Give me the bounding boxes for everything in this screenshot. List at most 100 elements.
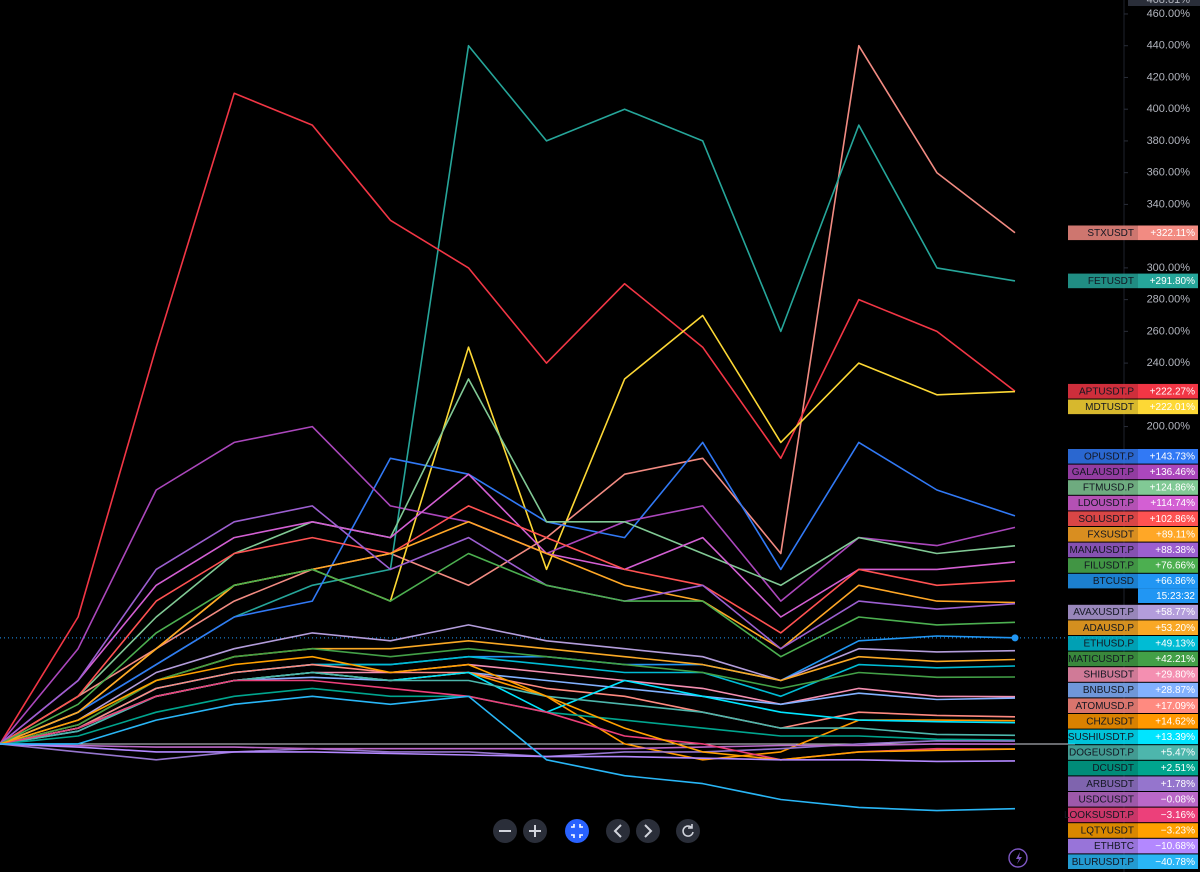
tag-name: ATOMUSD.P [1075, 701, 1134, 712]
tag-value: +5.47% [1161, 748, 1195, 759]
last-point [1011, 634, 1019, 642]
tag-name-bg [1068, 449, 1138, 464]
scroll-right-button[interactable] [636, 819, 660, 843]
tag-name-bg [1068, 558, 1138, 573]
reset-chart-button[interactable] [676, 819, 700, 843]
tag-name: BTCUSD [1093, 576, 1134, 587]
tag-name-bg [1068, 667, 1138, 682]
y-tick-label: 400.00% [1147, 103, 1191, 115]
tag-name-bg [1068, 495, 1138, 511]
y-tick-label: 340.00% [1147, 198, 1191, 210]
tag-name: LDOUSDT.P [1078, 498, 1134, 509]
tag-name: SUSHIUSDT.P [1068, 732, 1134, 743]
y-tick-label: 420.00% [1147, 71, 1191, 83]
tag-name: BNBUSD.P [1083, 685, 1134, 696]
tag-value-bg [1138, 667, 1198, 682]
tag-name-bg [1068, 792, 1138, 807]
tag-name: ETHUSD.P [1083, 638, 1134, 649]
tag-name-bg [1068, 604, 1138, 620]
tag-value-bg [1138, 807, 1198, 823]
tag-name-bg [1068, 854, 1138, 869]
tag-name-bg [1068, 823, 1138, 838]
countdown-bg [1138, 588, 1198, 603]
tag-name: MATICUSDT.P [1068, 654, 1134, 665]
tag-value: +222.01% [1150, 402, 1195, 413]
series-line [0, 743, 1016, 763]
tag-value-bg [1138, 495, 1198, 511]
tag-value-bg [1138, 527, 1198, 542]
zoom-in-button[interactable] [523, 819, 547, 843]
series-line [0, 695, 1016, 812]
reset-scale-button[interactable] [565, 819, 589, 843]
tag-name: AVAXUSDT.P [1073, 607, 1134, 618]
countdown: 15:23:32 [1156, 591, 1195, 602]
tag-value-bg [1138, 383, 1198, 399]
tag-name-bg [1068, 273, 1138, 289]
tag-name: SHIBUSDT [1083, 670, 1134, 681]
tag-name: ARBUSDT [1086, 779, 1134, 790]
tag-value-bg [1138, 776, 1198, 791]
tag-name: FTMUSD.P [1083, 483, 1134, 494]
y-tick-label: 280.00% [1147, 294, 1191, 306]
tag-value: +76.66% [1155, 561, 1195, 572]
tag-value-bg [1138, 542, 1198, 558]
tag-value: +114.74% [1150, 498, 1195, 509]
tag-value: +89.11% [1156, 529, 1195, 540]
y-tick-label: 380.00% [1147, 135, 1191, 147]
tag-name-bg [1068, 464, 1138, 480]
tag-name-bg [1068, 714, 1138, 729]
toolbar [493, 819, 1028, 868]
series-line [0, 92, 1016, 745]
tag-name: LQTYUSDT [1081, 826, 1134, 837]
zoom-out-button[interactable] [493, 819, 517, 843]
tag-value-bg [1138, 760, 1198, 776]
tag-name: DCUSDT [1092, 763, 1134, 774]
tag-value: +49.13% [1155, 638, 1195, 649]
tag-value: +13.39% [1155, 732, 1195, 743]
tag-name: MDTUSDT [1085, 402, 1134, 413]
tag-name-bg [1068, 573, 1138, 589]
tag-value: +124.86% [1150, 483, 1195, 494]
y-tick-label: 300.00% [1147, 262, 1191, 274]
tag-value-bg [1138, 792, 1198, 807]
series-line [0, 624, 1016, 745]
tag-value-bg [1138, 558, 1198, 573]
series-line [0, 378, 1016, 745]
tag-value: +136.46% [1150, 467, 1195, 478]
tag-name: LOOKSUSDT.P [1064, 810, 1134, 821]
scroll-left-button[interactable] [606, 819, 630, 843]
tag-value: +322.11% [1150, 228, 1195, 239]
tag-value: −40.78% [1155, 857, 1195, 868]
tag-name-bg [1068, 542, 1138, 558]
y-tick-label: 200.00% [1147, 420, 1191, 432]
tag-value: +28.87% [1155, 685, 1195, 696]
tag-name: BLURUSDT.P [1072, 857, 1135, 868]
tag-name-bg [1068, 838, 1138, 854]
tag-value-bg [1138, 698, 1198, 713]
tag-value-bg [1138, 854, 1198, 869]
tag-name: FXSUSDT [1087, 529, 1134, 540]
tag-name: FETUSDT [1088, 276, 1134, 287]
tag-name-bg [1068, 527, 1138, 542]
tag-name: APTUSDT.P [1079, 386, 1134, 397]
tag-value: +14.62% [1155, 716, 1195, 727]
series-tags: STXUSDT +322.11% FETUSDT +291.80% APTUSDT.P +… [1064, 225, 1198, 869]
tag-value: +102.86% [1150, 514, 1195, 525]
tag-name: USDCUSDT [1078, 794, 1134, 805]
tag-name: GALAUSDT.P [1072, 467, 1135, 478]
series-line [0, 521, 1016, 745]
y-tick-label: 240.00% [1147, 357, 1191, 369]
tag-value: +143.73% [1150, 451, 1195, 462]
tag-value-bg [1138, 573, 1198, 589]
lines [0, 44, 1124, 812]
tag-name-bg [1068, 682, 1138, 698]
lightning-button[interactable] [1008, 848, 1028, 868]
series-line [0, 505, 1016, 745]
tag-value-bg [1138, 838, 1198, 854]
tag-value-bg [1138, 620, 1198, 635]
tag-value: +29.80% [1155, 670, 1195, 681]
y-tick-label: 440.00% [1147, 40, 1191, 52]
tag-name: FILUSDT.P [1084, 561, 1134, 572]
